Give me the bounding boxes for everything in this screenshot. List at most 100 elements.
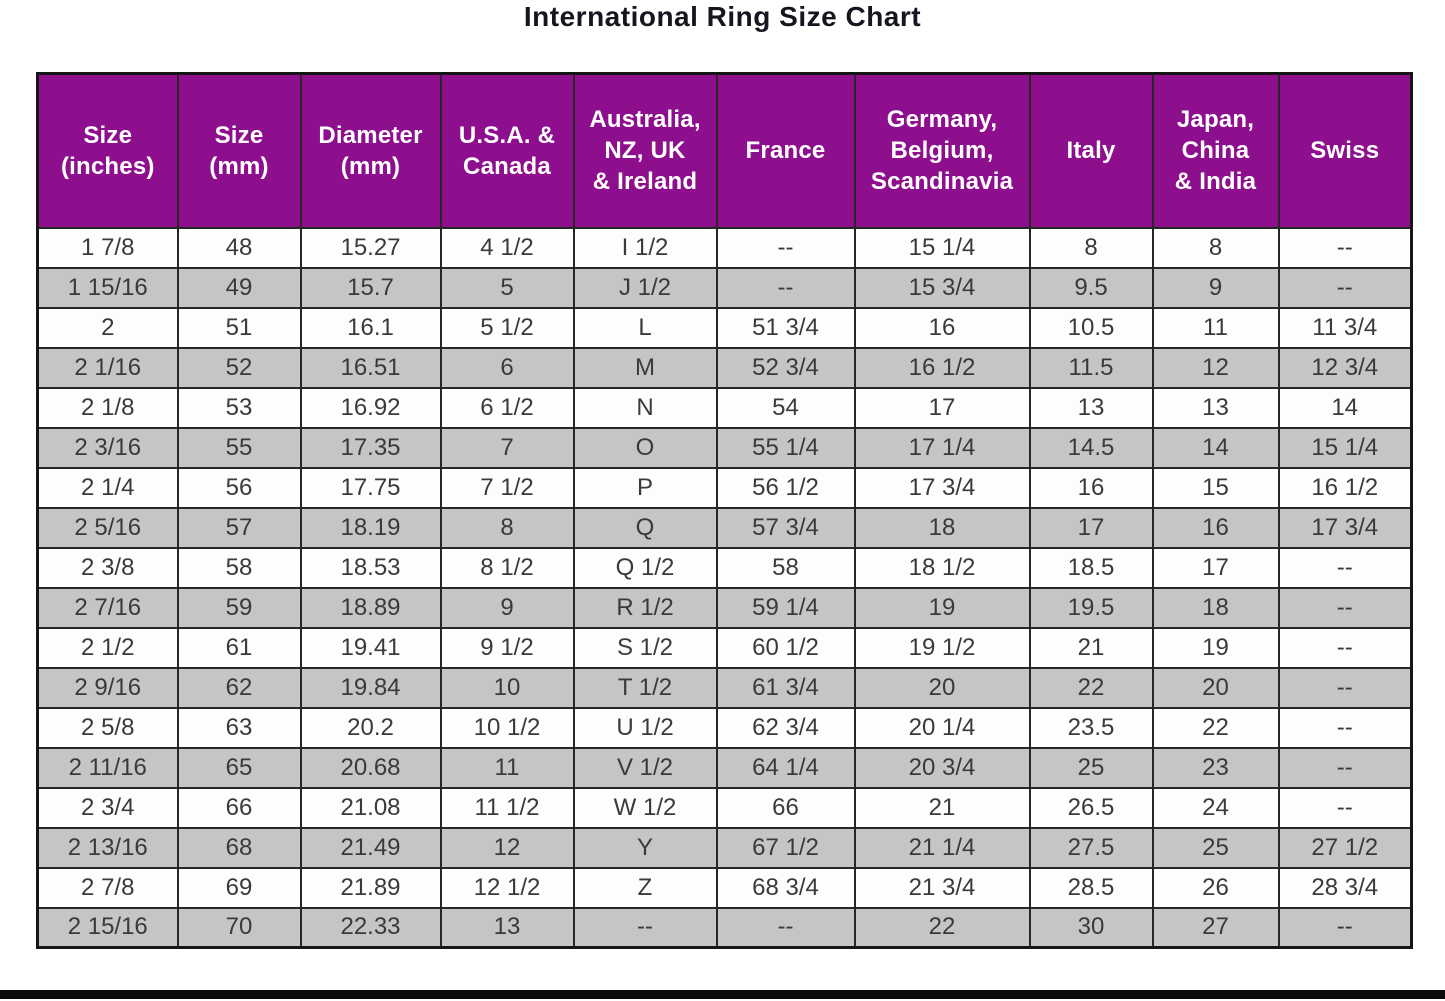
table-cell: 19.5 xyxy=(1028,586,1154,629)
table-cell: 12 3/4 xyxy=(1277,346,1413,389)
table-cell: 65 xyxy=(176,746,302,789)
table-row: 2 1/2 61 19.41 9 1/2 S 1/2 60 1/2 19 1/2 21 19 -- xyxy=(36,626,1413,669)
table-cell: 20 xyxy=(853,666,1031,709)
table-cell: 27 xyxy=(1151,906,1280,949)
table-cell: 21.08 xyxy=(299,786,442,829)
table-cell: 66 xyxy=(176,786,302,829)
table-cell: 54 xyxy=(715,386,856,429)
table-cell: 2 7/16 xyxy=(36,586,179,629)
table-cell: 15 1/4 xyxy=(853,226,1031,269)
table-cell: 19.84 xyxy=(299,666,442,709)
table-cell: O xyxy=(572,426,718,469)
table-cell: 13 xyxy=(439,906,575,949)
table-cell: 9 1/2 xyxy=(439,626,575,669)
table-cell: 25 xyxy=(1151,826,1280,869)
table-cell: 64 1/4 xyxy=(715,746,856,789)
table-cell: 15 3/4 xyxy=(853,266,1031,309)
table-cell: 10 xyxy=(439,666,575,709)
table-cell: 2 xyxy=(36,306,179,349)
table-cell: Z xyxy=(572,866,718,909)
column-header-size: Size (mm) xyxy=(176,72,302,229)
table-cell: 17 3/4 xyxy=(853,466,1031,509)
table-cell: -- xyxy=(1277,586,1413,629)
column-header-diameter: Diameter (mm) xyxy=(299,72,442,229)
table-cell: 20 3/4 xyxy=(853,746,1031,789)
table-cell: -- xyxy=(715,266,856,309)
table-cell: -- xyxy=(1277,706,1413,749)
table-row: 2 7/8 69 21.89 12 1/2 Z 68 3/4 21 3/4 28.5 26 28 … xyxy=(36,866,1413,909)
table-cell: 55 1/4 xyxy=(715,426,856,469)
table-cell: 2 1/16 xyxy=(36,346,179,389)
table-cell: 21 3/4 xyxy=(853,866,1031,909)
table-cell: 21.49 xyxy=(299,826,442,869)
table-cell: 18.89 xyxy=(299,586,442,629)
table-cell: 11 xyxy=(1151,306,1280,349)
table-cell: 6 1/2 xyxy=(439,386,575,429)
column-header-u-s-a: U.S.A. & Canada xyxy=(439,72,575,229)
table-cell: 68 3/4 xyxy=(715,866,856,909)
table-cell: 22 xyxy=(1028,666,1154,709)
table-cell: 28 3/4 xyxy=(1277,866,1413,909)
table-cell: 55 xyxy=(176,426,302,469)
table-cell: 21 xyxy=(853,786,1031,829)
table-cell: 11 1/2 xyxy=(439,786,575,829)
table-cell: 12 1/2 xyxy=(439,866,575,909)
table-cell: 56 xyxy=(176,466,302,509)
table-cell: 57 3/4 xyxy=(715,506,856,549)
page-title: International Ring Size Chart xyxy=(523,1,922,32)
table-cell: 19 xyxy=(1151,626,1280,669)
column-header-size: Size (inches) xyxy=(36,72,179,229)
bottom-divider-bar xyxy=(0,990,1445,999)
table-cell: 61 3/4 xyxy=(715,666,856,709)
table-cell: 62 xyxy=(176,666,302,709)
table-cell: -- xyxy=(1277,746,1413,789)
table-row: 2 5/8 63 20.2 10 1/2 U 1/2 62 3/4 20 1/4 23.5 22… xyxy=(36,706,1413,749)
table-cell: 5 1/2 xyxy=(439,306,575,349)
table-cell: S 1/2 xyxy=(572,626,718,669)
table-cell: 58 xyxy=(715,546,856,589)
table-cell: 18 xyxy=(853,506,1031,549)
table-cell: 12 xyxy=(1151,346,1280,389)
table-cell: 2 11/16 xyxy=(36,746,179,789)
table-cell: 16.51 xyxy=(299,346,442,389)
table-cell: 10 1/2 xyxy=(439,706,575,749)
table-cell: 2 7/8 xyxy=(36,866,179,909)
table-cell: J 1/2 xyxy=(572,266,718,309)
table-row: 2 3/4 66 21.08 11 1/2 W 1/2 66 21 26.5 24 -- xyxy=(36,786,1413,829)
table-cell: 24 xyxy=(1151,786,1280,829)
table-cell: 18.5 xyxy=(1028,546,1154,589)
table-cell: 19 xyxy=(853,586,1031,629)
column-header-australia: Australia, NZ, UK & Ireland xyxy=(572,72,718,229)
table-cell: 2 1/2 xyxy=(36,626,179,669)
table-cell: 18.19 xyxy=(299,506,442,549)
table-cell: -- xyxy=(1277,266,1413,309)
table-cell: 7 xyxy=(439,426,575,469)
table-cell: 61 xyxy=(176,626,302,669)
table-cell: 26 xyxy=(1151,866,1280,909)
table-cell: 16 1/2 xyxy=(1277,466,1413,509)
table-cell: 66 xyxy=(715,786,856,829)
table-cell: 8 xyxy=(1028,226,1154,269)
table-row: 2 1/4 56 17.75 7 1/2 P 56 1/2 17 3/4 16 15 16 1/2 xyxy=(36,466,1413,509)
table-cell: -- xyxy=(1277,666,1413,709)
table-row: 2 1/16 52 16.51 6 M 52 3/4 16 1/2 11.5 12 12 3/4 xyxy=(36,346,1413,389)
table-cell: W 1/2 xyxy=(572,786,718,829)
table-cell: -- xyxy=(1277,906,1413,949)
table-cell: 17 3/4 xyxy=(1277,506,1413,549)
table-cell: 2 3/16 xyxy=(36,426,179,469)
table-cell: N xyxy=(572,386,718,429)
table-cell: 67 1/2 xyxy=(715,826,856,869)
table-cell: 49 xyxy=(176,266,302,309)
table-cell: 20.68 xyxy=(299,746,442,789)
table-cell: 16.1 xyxy=(299,306,442,349)
table-cell: 68 xyxy=(176,826,302,869)
table-cell: 17 xyxy=(853,386,1031,429)
table-cell: 51 xyxy=(176,306,302,349)
table-cell: 14 xyxy=(1151,426,1280,469)
table-cell: 11.5 xyxy=(1028,346,1154,389)
table-cell: 18.53 xyxy=(299,546,442,589)
table-cell: 2 9/16 xyxy=(36,666,179,709)
table-cell: 11 3/4 xyxy=(1277,306,1413,349)
table-cell: 16 xyxy=(1028,466,1154,509)
